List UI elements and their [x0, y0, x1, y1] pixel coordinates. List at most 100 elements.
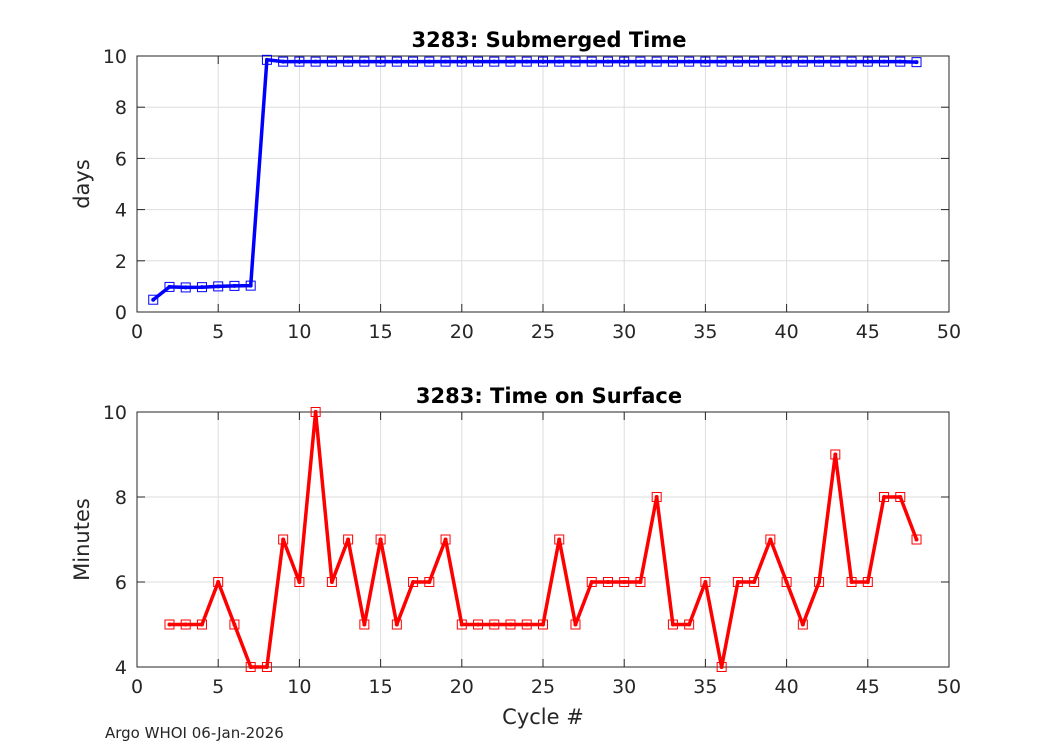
data-point-dot	[898, 495, 903, 499]
data-point-marker	[294, 56, 305, 67]
data-point-dot	[622, 59, 627, 64]
data-point-marker	[602, 56, 613, 67]
data-point-marker	[765, 56, 776, 67]
data-point-marker	[473, 619, 484, 630]
data-point-dot	[557, 537, 562, 542]
data-point-marker	[814, 577, 825, 587]
data-point-dot	[605, 59, 610, 64]
data-point-dot	[687, 622, 692, 627]
data-point-dot	[784, 59, 789, 64]
data-point-marker	[895, 492, 906, 502]
data-point-dot	[411, 580, 416, 584]
data-point-dot	[427, 580, 432, 584]
data-point-dot	[882, 59, 887, 64]
data-point-marker	[424, 577, 435, 587]
data-point-marker	[440, 534, 451, 545]
data-point-marker	[148, 294, 159, 305]
x-tick-label: 50	[937, 676, 961, 698]
data-point-marker	[245, 662, 256, 672]
data-point-dot	[313, 410, 318, 414]
data-point-dot	[654, 59, 659, 64]
data-point-marker	[489, 619, 500, 630]
data-point-dot	[459, 622, 464, 627]
data-point-dot	[313, 59, 318, 64]
data-point-marker	[554, 56, 565, 67]
data-point-marker	[375, 534, 386, 545]
data-point-marker	[359, 56, 370, 67]
data-point-marker	[749, 56, 760, 67]
x-tick-label: 25	[531, 676, 555, 698]
data-point-dot	[362, 59, 367, 64]
x-tick-label: 0	[131, 321, 143, 343]
data-point-dot	[248, 283, 253, 288]
data-point-dot	[768, 537, 773, 542]
data-point-marker	[732, 577, 743, 587]
x-tick-label: 10	[287, 676, 311, 698]
data-point-dot	[183, 622, 188, 627]
data-point-marker	[732, 56, 743, 67]
data-point-dot	[719, 59, 724, 64]
data-point-marker	[196, 619, 207, 630]
data-point-dot	[199, 285, 204, 290]
data-point-marker	[862, 56, 873, 67]
data-point-dot	[882, 495, 887, 499]
y-tick-label: 4	[115, 200, 127, 222]
data-point-marker	[911, 57, 922, 68]
data-point-dot	[703, 59, 708, 64]
data-point-dot	[199, 622, 204, 627]
data-point-marker	[213, 281, 224, 292]
data-point-dot	[833, 59, 838, 64]
data-point-dot	[476, 622, 481, 627]
data-point-marker	[765, 534, 776, 545]
data-point-dot	[541, 622, 545, 627]
data-point-marker	[391, 619, 402, 630]
data-point-marker	[164, 619, 175, 630]
x-tick-label: 40	[775, 676, 799, 698]
data-point-dot	[914, 537, 919, 542]
data-point-marker	[424, 56, 435, 67]
data-point-marker	[196, 282, 207, 293]
data-point-marker	[473, 56, 484, 67]
data-point-marker	[294, 577, 305, 587]
data-point-marker	[229, 619, 240, 630]
data-point-marker	[505, 56, 516, 67]
data-point-dot	[524, 59, 529, 64]
data-point-marker	[180, 282, 191, 293]
data-point-dot	[638, 580, 643, 584]
data-point-marker	[602, 577, 613, 587]
x-tick-label: 45	[856, 321, 880, 343]
data-point-marker	[781, 577, 792, 587]
data-point-dot	[898, 59, 903, 64]
data-point-marker	[570, 619, 581, 630]
data-point-dot	[849, 59, 854, 64]
x-tick-label: 15	[369, 321, 393, 343]
data-point-dot	[735, 580, 740, 584]
data-point-marker	[213, 577, 224, 587]
data-point-dot	[167, 284, 172, 289]
y-tick-label: 6	[115, 148, 127, 170]
chart-panel-2: 0 5 10 15 20 25 30 35 40 45 50 4 6 8 10 3283: Time on S…	[70, 384, 961, 729]
footer-text: Argo WHOI 06-Jan-2026	[105, 724, 284, 742]
data-point-dot	[817, 580, 822, 584]
data-point-marker	[408, 56, 419, 67]
data-point-marker	[278, 56, 289, 67]
chart-title: 3283: Submerged Time	[411, 28, 686, 52]
data-point-marker	[846, 56, 857, 67]
data-point-dot	[654, 495, 659, 499]
data-point-dot	[297, 580, 302, 584]
data-point-marker	[326, 56, 337, 67]
data-point-dot	[817, 59, 822, 64]
data-point-marker	[343, 56, 354, 67]
data-point-dot	[605, 580, 610, 584]
data-point-dot	[541, 59, 545, 64]
x-tick-label: 20	[450, 321, 474, 343]
data-point-marker	[310, 407, 321, 417]
data-point-marker	[846, 577, 857, 587]
data-point-marker	[716, 56, 727, 67]
data-point-dot	[524, 622, 529, 627]
data-point-marker	[684, 619, 695, 630]
x-tick-label: 15	[369, 676, 393, 698]
data-point-dot	[362, 622, 367, 627]
series-line	[151, 58, 919, 302]
data-point-dot	[264, 57, 269, 62]
